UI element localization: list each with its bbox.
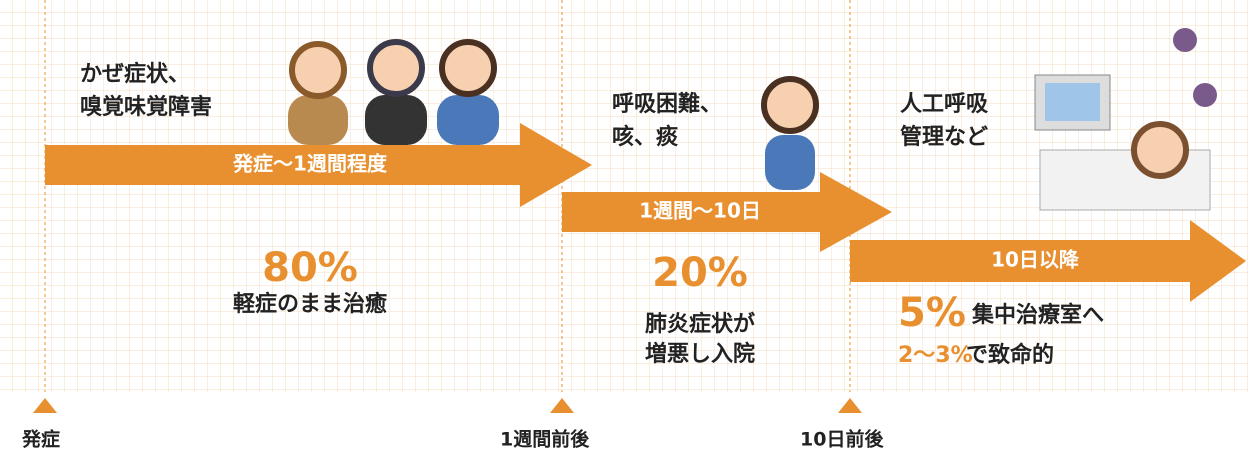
arrow-label: 10日以降	[991, 248, 1080, 272]
outcome-text: 軽症のまま治癒	[233, 291, 387, 317]
symptom-text: 人工呼吸	[900, 92, 989, 117]
symptom-text: 咳、痰	[612, 124, 679, 150]
illustration-people	[288, 28, 1217, 211]
outcome-text: 肺炎症状が	[645, 311, 755, 337]
outcome-text: 増悪し入院	[645, 341, 755, 367]
timeline-label: 10日前後	[800, 428, 884, 451]
symptom-text: 管理など	[900, 124, 988, 150]
timeline-label: 1週間前後	[500, 428, 590, 451]
percent: 5%	[898, 290, 966, 336]
percent: 80%	[262, 245, 358, 291]
fatality-text: で致命的	[966, 342, 1054, 368]
fatality-percent: 2〜3%	[898, 343, 973, 368]
symptom-text: 嗅覚味覚障害	[80, 94, 212, 120]
arrow-label: 1週間〜10日	[639, 199, 761, 223]
symptom-text: 呼吸困難、	[612, 91, 722, 117]
symptom-text: かぜ症状、	[80, 61, 190, 87]
arrows	[45, 123, 1246, 302]
outcome-text: 集中治療室へ	[971, 302, 1104, 328]
timeline-label: 発症	[21, 428, 60, 451]
percent: 20%	[652, 250, 748, 296]
divider-lines	[44, 0, 851, 392]
arrow-label: 発症〜1週間程度	[232, 152, 388, 176]
timeline-markers	[33, 398, 862, 413]
